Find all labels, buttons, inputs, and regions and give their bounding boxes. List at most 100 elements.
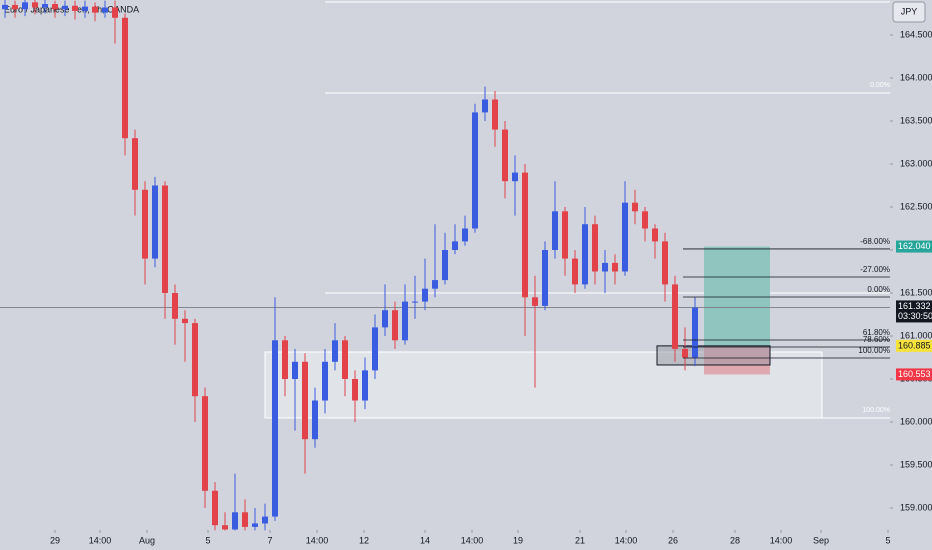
- candle-body: [162, 185, 168, 293]
- candle-body: [222, 525, 228, 530]
- candle-body: [522, 172, 528, 298]
- currency-box[interactable]: [892, 1, 926, 23]
- x-tick-label: 19: [513, 535, 523, 545]
- candle-body: [472, 112, 478, 229]
- fib-label: 78.60%: [863, 335, 890, 344]
- candle-body: [102, 7, 108, 13]
- candle-body: [502, 129, 508, 182]
- candle-body: [682, 348, 688, 358]
- candle-body: [602, 262, 608, 272]
- x-tick-label: 28: [730, 535, 740, 545]
- candle-body: [232, 512, 238, 530]
- price-tag: [896, 240, 932, 253]
- fib-label: 100.00%: [862, 407, 890, 414]
- y-tick-label: 164.500: [900, 29, 932, 39]
- candle-body: [342, 340, 348, 379]
- candle-body: [552, 211, 558, 250]
- candle-body: [52, 4, 58, 10]
- fib-label: 0.00%: [867, 285, 890, 294]
- price-tag: [896, 368, 932, 381]
- y-tick-label: 163.500: [900, 115, 932, 125]
- chart-title: Euro / Japanese Yen, 4h, OANDA: [4, 4, 139, 14]
- candle-body: [322, 361, 328, 401]
- candle-body: [392, 310, 398, 341]
- candle-body: [462, 228, 468, 242]
- candle-body: [652, 228, 658, 242]
- candle-body: [482, 99, 488, 113]
- candle-body: [112, 7, 118, 18]
- candle-body: [562, 211, 568, 259]
- y-tick-label: 159.000: [900, 502, 932, 512]
- candle-body: [372, 327, 378, 371]
- x-tick-label: Aug: [139, 535, 155, 545]
- candle-body: [412, 301, 418, 303]
- x-tick-label: 5: [885, 535, 890, 545]
- candle-body: [32, 2, 38, 8]
- candle-body: [382, 310, 388, 328]
- candle-body: [12, 4, 18, 10]
- y-tick-label: 161.000: [900, 330, 932, 340]
- candle-body: [252, 523, 258, 527]
- candle-body: [72, 5, 78, 11]
- price-tag: [896, 339, 932, 352]
- currency[interactable]: JPY: [901, 6, 918, 16]
- candle-body: [332, 340, 338, 362]
- x-tick-label: 14:00: [615, 535, 638, 545]
- y-tick-label: 162.500: [900, 201, 932, 211]
- fib-label: 0.00%: [870, 82, 890, 89]
- target-zone: [704, 246, 770, 346]
- candle-body: [492, 99, 498, 130]
- candle-body: [122, 17, 128, 139]
- x-tick-label: 5: [205, 535, 210, 545]
- fib-label: 61.80%: [863, 328, 890, 337]
- candle-body: [202, 396, 208, 491]
- candle-body: [282, 340, 288, 379]
- countdown: 03:30:50: [898, 311, 932, 321]
- price-tag-label: 160.553: [898, 369, 931, 379]
- x-tick-label: 26: [668, 535, 678, 545]
- x-tick-label: 7: [267, 535, 272, 545]
- last-price-tag: [896, 300, 932, 323]
- candle-body: [312, 400, 318, 440]
- x-tick-label: 21: [575, 535, 585, 545]
- candle-body: [242, 512, 248, 527]
- x-tick-label: Sep: [813, 535, 829, 545]
- candle-body: [622, 202, 628, 272]
- y-tick-label: 160.000: [900, 416, 932, 426]
- candle-body: [582, 224, 588, 285]
- candle-body: [262, 516, 268, 524]
- candle-body: [182, 318, 188, 324]
- candle-body: [532, 297, 538, 306]
- x-tick-label: 14:00: [461, 535, 484, 545]
- candle-body: [292, 361, 298, 379]
- candle-body: [142, 189, 148, 259]
- x-tick-label: 14:00: [306, 535, 329, 545]
- candle-body: [662, 241, 668, 285]
- candle-body: [442, 249, 448, 281]
- candle-body: [172, 292, 178, 319]
- candle-body: [132, 138, 138, 190]
- x-tick-label: 29: [50, 535, 60, 545]
- candle-body: [152, 185, 158, 259]
- y-tick-label: 164.000: [900, 72, 932, 82]
- x-tick-label: 14:00: [770, 535, 793, 545]
- candle-body: [42, 4, 48, 8]
- candle-body: [512, 172, 518, 182]
- candle-body: [612, 262, 618, 272]
- candle-body: [642, 211, 648, 229]
- fib-label: 100.00%: [858, 346, 890, 355]
- y-tick-label: 163.000: [900, 158, 932, 168]
- candle-body: [362, 370, 368, 401]
- candle-body: [2, 4, 8, 10]
- candle-body: [22, 2, 28, 10]
- candle-body: [592, 224, 598, 272]
- x-tick-label: 12: [359, 535, 369, 545]
- candle-body: [62, 5, 68, 10]
- candle-body: [672, 284, 678, 349]
- candle-body: [212, 490, 218, 526]
- candle-body: [82, 6, 88, 11]
- last-price-label: 161.332: [898, 301, 931, 311]
- candle-body: [432, 280, 438, 289]
- candle-body: [692, 307, 698, 358]
